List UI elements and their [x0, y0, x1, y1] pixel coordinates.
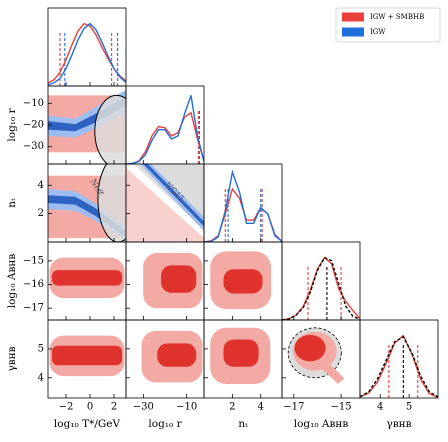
x-tick-label: −15: [331, 402, 352, 413]
x-axis-label: log₁₀ Aʙʜʙ: [294, 418, 349, 430]
contour: [157, 343, 197, 367]
y-axis-label: log₁₀ r: [6, 107, 18, 141]
contour: [143, 164, 204, 227]
panel: [204, 169, 282, 242]
y-tick-label: −10: [23, 98, 44, 109]
panel-frame: [281, 241, 361, 321]
panel: [126, 95, 204, 164]
x-tick-label: 5: [406, 402, 412, 413]
x-axis-label: γʙʜʙ: [386, 418, 411, 430]
contour: [94, 94, 126, 164]
panel: Neff: [48, 164, 126, 242]
panel: [48, 22, 126, 86]
y-tick-label: 5: [38, 343, 44, 354]
x-tick-label: −2: [59, 402, 74, 413]
y-axis-label: nₜ: [6, 198, 18, 208]
contour: [126, 167, 204, 242]
y-tick-label: −20: [23, 120, 44, 131]
x-tick-label: −10: [176, 402, 197, 413]
x-tick-label: 4: [258, 402, 264, 413]
x-tick-label: 4: [377, 402, 383, 413]
x-axis-label: nₜ: [238, 418, 248, 430]
y-tick-label: −15: [23, 255, 44, 266]
contour: [51, 270, 123, 286]
x-axis-label: log₁₀ r: [148, 418, 182, 430]
x-tick-label: 0: [87, 402, 93, 413]
x-tick-label: 2: [229, 402, 235, 413]
x-tick-label: 2: [111, 402, 117, 413]
y-tick-label: 4: [38, 180, 44, 191]
contour: [51, 345, 123, 366]
panel: [49, 335, 125, 377]
panel: [48, 89, 126, 164]
x-tick-label: −17: [283, 402, 304, 413]
x-tick-label: −30: [133, 402, 154, 413]
y-tick-label: −30: [23, 141, 44, 152]
panel: [49, 257, 125, 299]
marginal-curve: [282, 256, 360, 320]
y-tick-label: −16: [23, 279, 44, 290]
y-axis-label: γʙʜʙ: [6, 346, 18, 371]
panel: [141, 330, 203, 383]
panel: NG15: [126, 164, 204, 242]
x-axis-label: log₁₀ T*/GeV: [54, 418, 121, 430]
panel-frame: [359, 319, 439, 399]
panel: [282, 256, 360, 320]
contour: [294, 334, 326, 362]
contour: [97, 164, 126, 242]
legend-label: IGW: [370, 28, 386, 36]
panel-frame: [125, 85, 205, 165]
contour: [161, 265, 197, 293]
y-axis-label: log₁₀ Aʙʜʙ: [6, 254, 18, 309]
panel: [210, 251, 272, 310]
contour: [223, 339, 259, 367]
legend-swatch: [342, 12, 364, 22]
marginal-curve: [48, 22, 126, 86]
panel-frame: [203, 163, 283, 243]
y-tick-label: 4: [38, 372, 44, 383]
panel: [287, 327, 345, 384]
marginal-curve: [360, 334, 438, 398]
marginal-curve: [126, 111, 204, 164]
panel: [210, 327, 271, 384]
contour: [48, 195, 126, 238]
marginal-curve: [204, 187, 282, 242]
y-tick-label: −17: [23, 303, 44, 314]
contour: [140, 164, 204, 232]
marginal-curve: [282, 256, 360, 320]
marginal-curve: [360, 335, 438, 398]
y-tick-label: 2: [38, 208, 44, 219]
marginal-curve: [126, 95, 204, 164]
marginal-curve: [204, 169, 282, 242]
panel: [360, 334, 438, 398]
contour: [133, 164, 204, 231]
contour: [223, 269, 263, 294]
panel: [143, 252, 203, 309]
legend-label: IGW + SMBHB: [370, 13, 424, 21]
legend-swatch: [342, 27, 364, 37]
